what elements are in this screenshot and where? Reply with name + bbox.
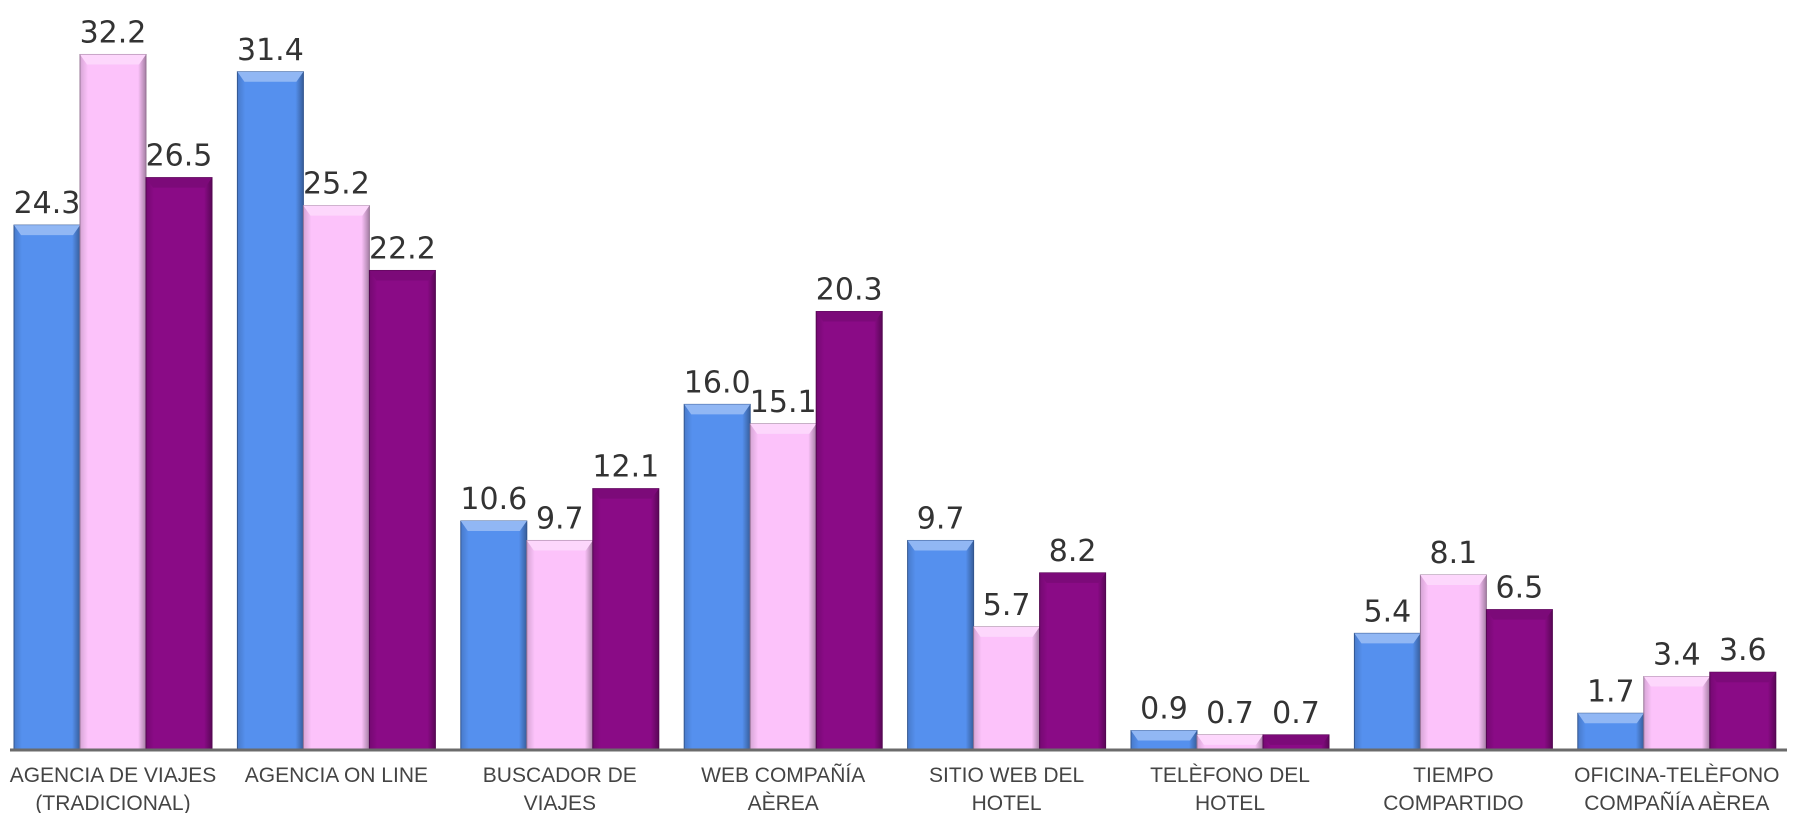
bar-cap-5-2 [1263,734,1329,745]
bar-4-2 [1039,572,1107,751]
value-label-7-2: 3.6 [1719,633,1767,668]
bar-cap-4-0 [907,540,974,551]
value-label-0-0: 24.3 [14,186,81,221]
bar-1-0 [236,71,304,751]
bar-cap-2-2 [592,488,659,499]
category-label-0-line-1: (TRADICIONAL) [35,792,190,813]
bar-0-2 [145,177,213,751]
bar-cap-0-1 [80,54,146,65]
bar-cap-1-0 [237,71,304,82]
bar-cap-1-2 [369,270,436,281]
category-label-2-line-0: BUSCADOR DE [483,764,637,787]
value-label-5-0: 0.9 [1140,692,1188,727]
bar-cap-6-1 [1420,575,1487,586]
category-label-4-line-0: SITIO WEB DEL [929,764,1084,787]
bar-0-0 [13,224,81,751]
category-label-6-line-0: TIEMPO [1413,764,1494,787]
category-label-5-line-0: TELÈFONO DEL [1150,764,1310,787]
bar-6-1 [1419,574,1487,751]
bar-3-2 [815,311,883,751]
bar-cap-2-1 [526,540,593,551]
bar-cap-5-1 [1197,734,1263,745]
bar-7-2 [1709,671,1777,751]
value-label-2-2: 12.1 [592,450,659,485]
bar-cap-6-2 [1486,609,1553,620]
category-label-7-line-1: COMPAÑÍA AÈREA [1584,791,1769,813]
value-label-3-0: 16.0 [684,365,751,400]
bar-cap-7-1 [1643,676,1710,687]
bar-cap-1-1 [303,205,370,216]
category-label-3-line-0: WEB COMPAÑÍA [701,763,865,787]
value-label-6-2: 6.5 [1496,571,1544,606]
bar-2-2 [592,488,660,751]
category-label-5-line-1: HOTEL [1195,792,1265,813]
category-label-6-line-1: COMPARTIDO [1383,792,1523,813]
category-labels-layer: AGENCIA DE VIAJES (TRADICIONAL) AGENCIA ON… [10,763,1780,813]
category-label-7-line-0: OFICINA-TELÈFONO [1574,764,1779,787]
bar-cap-2-0 [460,521,527,532]
bar-6-0 [1353,632,1421,751]
bar-cap-4-1 [973,626,1040,637]
value-label-7-0: 1.7 [1587,674,1635,709]
bar-6-2 [1485,609,1553,751]
bar-0-1 [79,53,147,751]
bar-1-2 [368,269,436,751]
value-label-5-2: 0.7 [1272,696,1320,731]
bar-cap-7-2 [1709,672,1776,683]
value-label-3-2: 20.3 [816,273,883,308]
bar-1-1 [302,205,370,751]
bar-2-0 [460,520,528,751]
bar-cap-6-0 [1354,633,1421,644]
bar-cap-7-0 [1577,713,1644,724]
value-label-0-2: 26.5 [146,139,213,174]
bar-2-1 [526,539,594,751]
bar-4-0 [907,539,975,751]
category-label-2-line-1: VIAJES [524,792,596,813]
value-label-1-1: 25.2 [303,167,370,202]
category-label-4-line-1: HOTEL [972,792,1042,813]
bar-3-0 [683,403,751,751]
bar-cap-4-2 [1039,572,1106,583]
category-label-0-line-0: AGENCIA DE VIAJES [10,764,217,787]
value-label-4-0: 9.7 [917,501,965,536]
value-label-1-0: 31.4 [237,33,304,68]
bars-layer [13,53,1777,751]
bar-4-1 [973,626,1041,751]
bar-cap-5-0 [1131,730,1197,741]
bar-cap-0-0 [14,225,80,236]
value-label-5-1: 0.7 [1206,696,1254,731]
bar-cap-3-2 [816,311,883,322]
bar-7-1 [1643,676,1711,751]
value-label-2-1: 9.7 [536,501,584,536]
bar-3-1 [749,423,817,751]
value-label-3-1: 15.1 [750,385,817,420]
value-label-4-2: 8.2 [1049,534,1097,569]
value-label-1-2: 22.2 [369,231,436,266]
bar-cap-3-0 [684,404,751,415]
bar-cap-0-2 [146,177,212,188]
value-label-0-1: 32.2 [80,15,147,50]
value-label-7-1: 3.4 [1653,638,1701,673]
value-labels-layer: 24.332.226.531.425.222.210.69.712.116.01… [14,15,1767,730]
value-label-4-1: 5.7 [983,588,1031,623]
bar-cap-3-1 [750,423,817,434]
category-label-1-line-0: AGENCIA ON LINE [245,764,428,787]
value-label-2-0: 10.6 [460,482,527,517]
value-label-6-1: 8.1 [1430,536,1478,571]
value-label-6-0: 5.4 [1364,594,1412,629]
category-label-3-line-1: AÈREA [748,792,819,813]
